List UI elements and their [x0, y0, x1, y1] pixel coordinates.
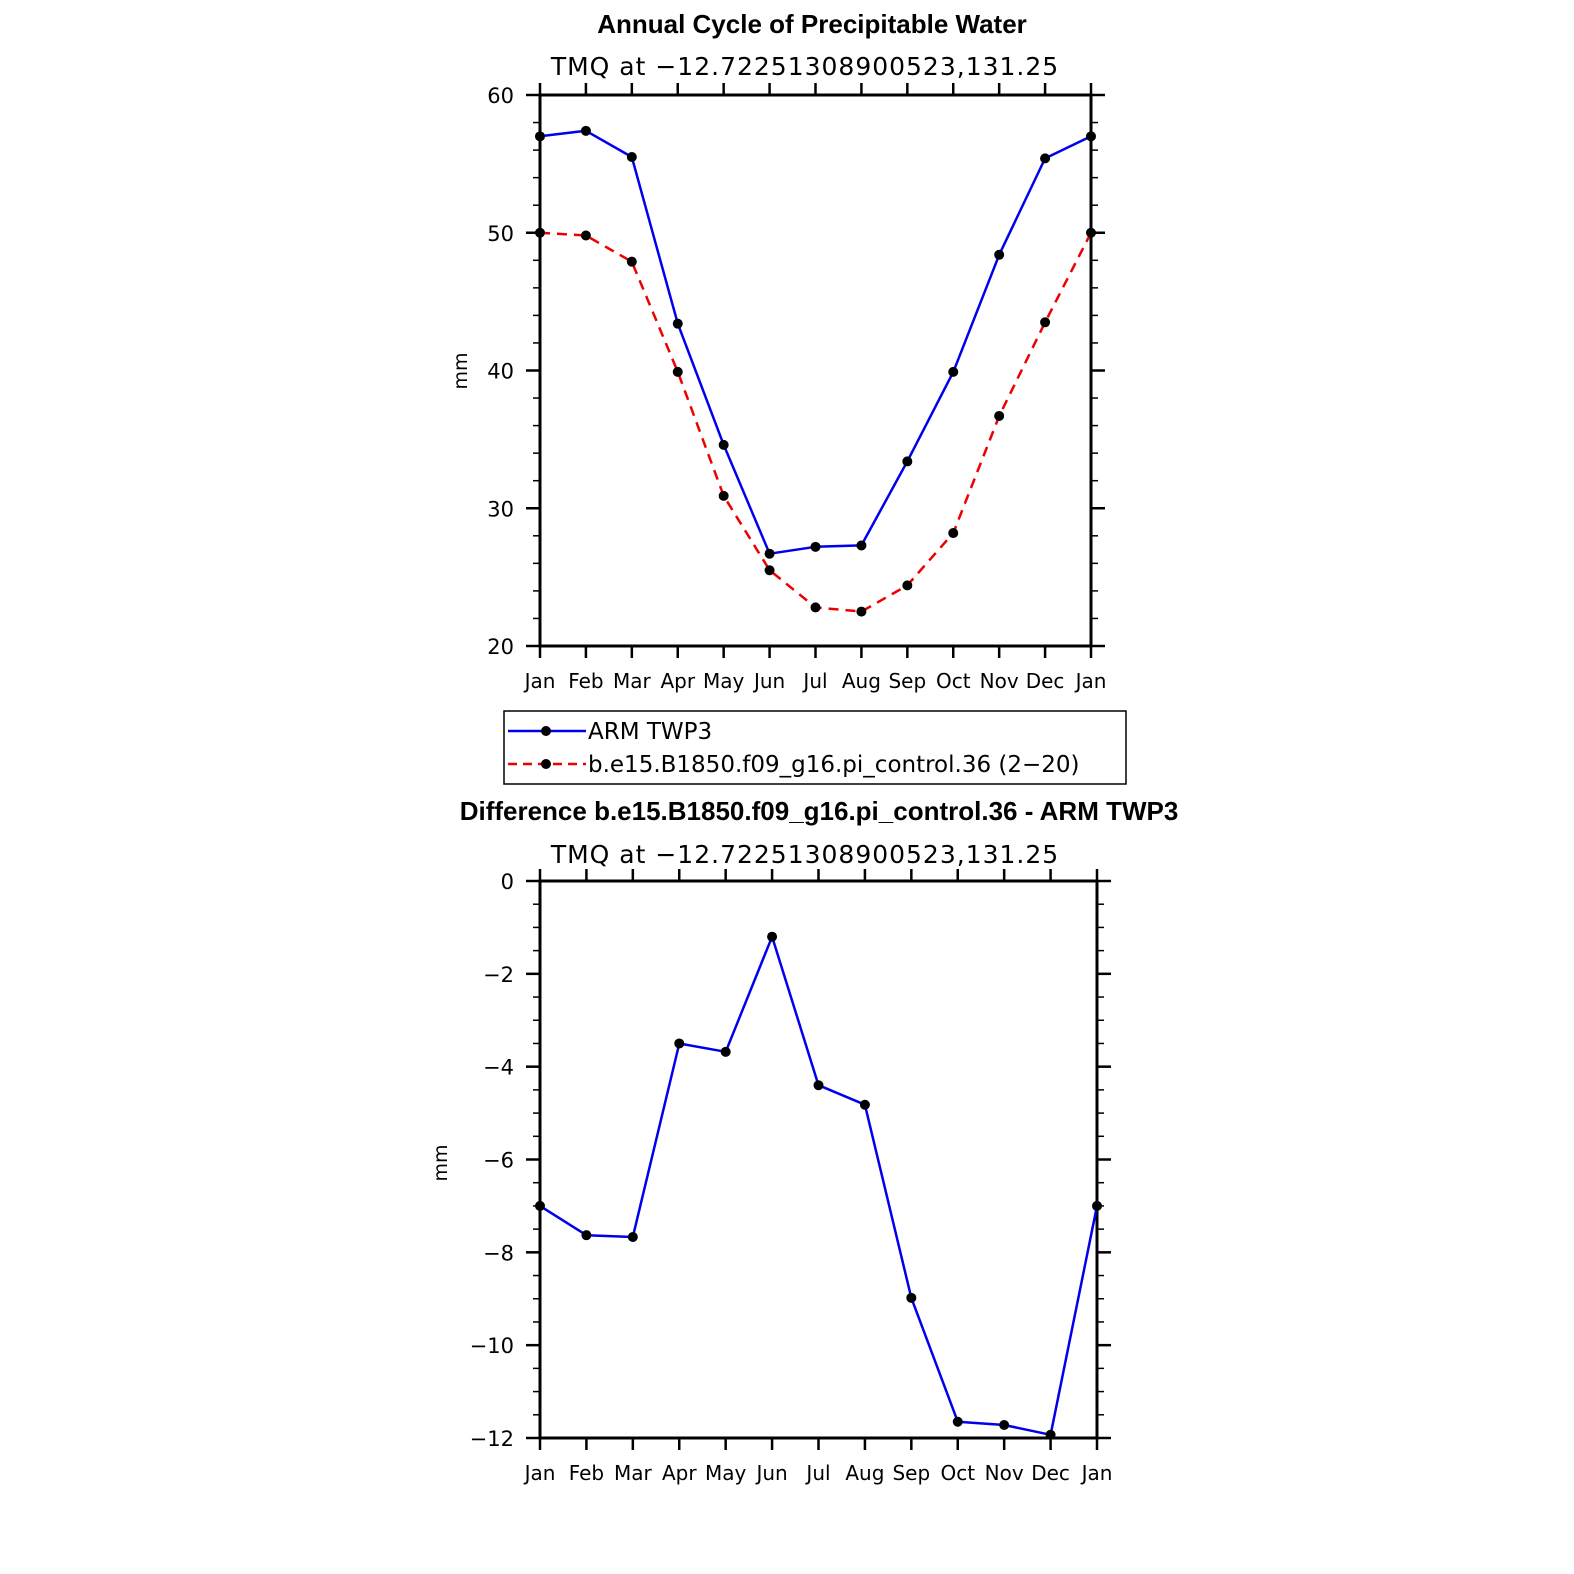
top-chart-ylabel: mm	[450, 352, 472, 389]
legend-label-arm: ARM TWP3	[588, 719, 712, 745]
top-chart-xtick-label: Aug	[842, 669, 881, 693]
top-chart-series-1-point	[1086, 227, 1096, 238]
legend-marker-arm	[541, 726, 551, 736]
top-chart-series-0-point	[535, 131, 545, 142]
legend-marker-model	[541, 759, 551, 769]
top-chart-series-1-point	[810, 602, 821, 613]
top-chart-series-0-point	[718, 439, 729, 450]
top-chart-xtick-label: Jul	[801, 669, 827, 693]
bottom-chart-series-0-point	[627, 1232, 638, 1243]
bottom-chart-ytick-label: −12	[470, 1427, 514, 1451]
top-chart-ytick-label: 20	[487, 635, 514, 659]
bottom-chart-series-line-0	[539, 935, 1099, 1437]
bottom-chart-xtick-label: Jan	[523, 1461, 556, 1485]
bottom-chart-frame	[538, 879, 1099, 1440]
bottom-chart-series-0-point	[535, 1200, 545, 1211]
top-chart-series-0-point	[580, 125, 591, 136]
bottom-chart-xtick-label: Jul	[804, 1461, 830, 1485]
bottom-chart-series-0-point	[1092, 1200, 1102, 1211]
bottom-chart-ytick-label: −2	[483, 963, 514, 987]
bottom-chart-series-0-point	[767, 931, 778, 942]
legend-box	[503, 710, 1127, 785]
top-chart-series-line-0	[539, 129, 1092, 555]
top-chart-xtick-label: Sep	[888, 669, 926, 693]
top-chart-series-1-point	[994, 410, 1005, 421]
top-chart-series-1-point	[672, 366, 683, 377]
top-chart-plot: Jan Feb Mar Apr May Jun Jul Aug Sep Oct Nov Dec Jan 2…	[487, 83, 1106, 693]
bottom-chart-ytick-label: −10	[470, 1334, 514, 1358]
top-chart-series-0-point	[1040, 153, 1051, 164]
top-chart-series-0-point	[948, 366, 959, 377]
bottom-chart-ylabel: mm	[430, 1144, 452, 1181]
bottom-chart-series-0-point	[999, 1420, 1010, 1431]
bottom-chart-ytick-label: −8	[483, 1241, 514, 1265]
top-chart-series-0-point	[994, 249, 1005, 260]
legend: ARM TWP3 b.e15.B1850.f09_g16.pi_control.…	[503, 710, 1127, 785]
bottom-chart-xtick-label: May	[705, 1461, 747, 1485]
bottom-chart-xtick-label: Mar	[614, 1461, 653, 1485]
bottom-chart-xtick-label: Jan	[1080, 1461, 1113, 1485]
bottom-chart-xtick-label: Nov	[985, 1461, 1024, 1485]
top-chart-series-0-point	[626, 151, 637, 162]
top-chart-xtick-label: Dec	[1026, 669, 1065, 693]
top-chart-xtick-label: Oct	[936, 669, 971, 693]
top-chart-xtick-label: Mar	[613, 669, 652, 693]
top-chart-series-1-point	[580, 230, 591, 241]
top-chart-series-0-point	[810, 541, 821, 552]
bottom-chart-series-0-point	[1045, 1429, 1056, 1440]
top-chart-series-1-point	[764, 565, 775, 576]
bottom-chart-series-0-point	[720, 1046, 731, 1057]
bottom-chart-xtick-label: Dec	[1031, 1461, 1070, 1485]
bottom-chart-ytick-label: −4	[483, 1056, 514, 1080]
top-chart-series-1-point	[718, 490, 729, 501]
top-chart-series-0-point	[1086, 131, 1096, 142]
bottom-chart-xtick-label: Jun	[754, 1461, 787, 1485]
bottom-chart-subtitle: TMQ at −12.72251308900523,131.25	[550, 840, 1059, 869]
top-chart-series-0-point	[764, 548, 775, 559]
bottom-chart-xtick-label: Feb	[569, 1461, 604, 1485]
top-chart-series-1-point	[626, 256, 637, 267]
top-chart-series-0-point	[672, 318, 683, 329]
legend-label-model: b.e15.B1850.f09_g16.pi_control.36 (2−20)	[588, 752, 1080, 778]
bottom-chart-series-0-point	[906, 1292, 917, 1303]
top-chart-xtick-label: Jun	[752, 669, 785, 693]
top-chart-series-1-point	[948, 528, 959, 539]
bottom-chart-xtick-label: Apr	[662, 1461, 697, 1485]
top-chart-xtick-label: May	[703, 669, 745, 693]
top-chart-series-1-point	[856, 606, 867, 617]
top-chart-series-line-1	[539, 231, 1093, 613]
bottom-chart-title: Difference b.e15.B1850.f09_g16.pi_contro…	[460, 796, 1179, 826]
bottom-chart-xtick-label: Aug	[845, 1461, 884, 1485]
top-chart-xtick-label: Jan	[523, 669, 556, 693]
bottom-chart-series-0-point	[674, 1038, 685, 1049]
top-chart-xtick-label: Feb	[568, 669, 603, 693]
top-chart-series-1-point	[1040, 317, 1051, 328]
top-chart-xtick-label: Nov	[980, 669, 1019, 693]
bottom-chart-series-0-point	[813, 1080, 824, 1091]
top-chart-title: Annual Cycle of Precipitable Water	[597, 9, 1027, 39]
bottom-chart-series-0-point	[859, 1099, 870, 1110]
top-chart-series-0-point	[856, 540, 867, 551]
top-chart-xtick-label: Jan	[1074, 669, 1107, 693]
top-chart-ytick-label: 60	[487, 84, 514, 108]
bottom-chart-xtick-label: Oct	[940, 1461, 975, 1485]
bottom-chart-plot: Jan Feb Mar Apr May Jun Jul Aug Sep Oct Nov Dec Jan−…	[470, 869, 1113, 1485]
top-chart-xtick-label: Apr	[660, 669, 695, 693]
top-chart-series-1-point	[902, 580, 913, 591]
top-chart-ytick-label: 50	[487, 222, 514, 246]
top-chart-ytick-label: 40	[487, 360, 514, 384]
bottom-chart-series-0-point	[952, 1416, 963, 1427]
top-chart-series-1-point	[535, 227, 545, 238]
top-chart-subtitle: TMQ at −12.72251308900523,131.25	[550, 52, 1059, 81]
bottom-chart-ytick-label: 0	[501, 870, 514, 894]
top-chart-series-0-point	[902, 456, 913, 467]
bottom-chart-ytick-label: −6	[483, 1149, 514, 1173]
bottom-chart-xtick-label: Sep	[892, 1461, 930, 1485]
top-chart-ytick-label: 30	[487, 497, 514, 521]
bottom-chart-series-0-point	[581, 1230, 592, 1241]
top-chart-frame	[538, 93, 1093, 648]
